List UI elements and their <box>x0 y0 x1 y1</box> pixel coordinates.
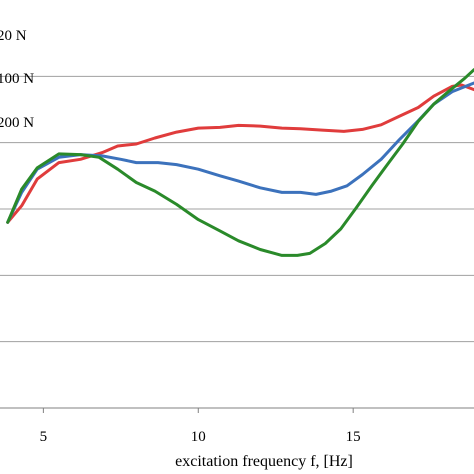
legend: 20 N 100 N 200 N <box>0 28 34 131</box>
series-line-1 <box>6 83 474 224</box>
series-line-2 <box>6 81 474 224</box>
legend-label-20n: 20 N <box>0 28 27 44</box>
legend-label-200n: 200 N <box>0 115 34 131</box>
x-tick-labels: 5 10 15 <box>40 408 361 445</box>
x-axis-title: excitation frequency f, [Hz] <box>175 453 353 470</box>
x-tick-label-10: 10 <box>191 429 206 445</box>
legend-label-100n: 100 N <box>0 71 34 87</box>
series-line-3 <box>6 68 474 257</box>
x-tick-label-15: 15 <box>346 429 361 445</box>
series-lines <box>6 68 474 257</box>
x-tick-label-5: 5 <box>40 429 48 445</box>
